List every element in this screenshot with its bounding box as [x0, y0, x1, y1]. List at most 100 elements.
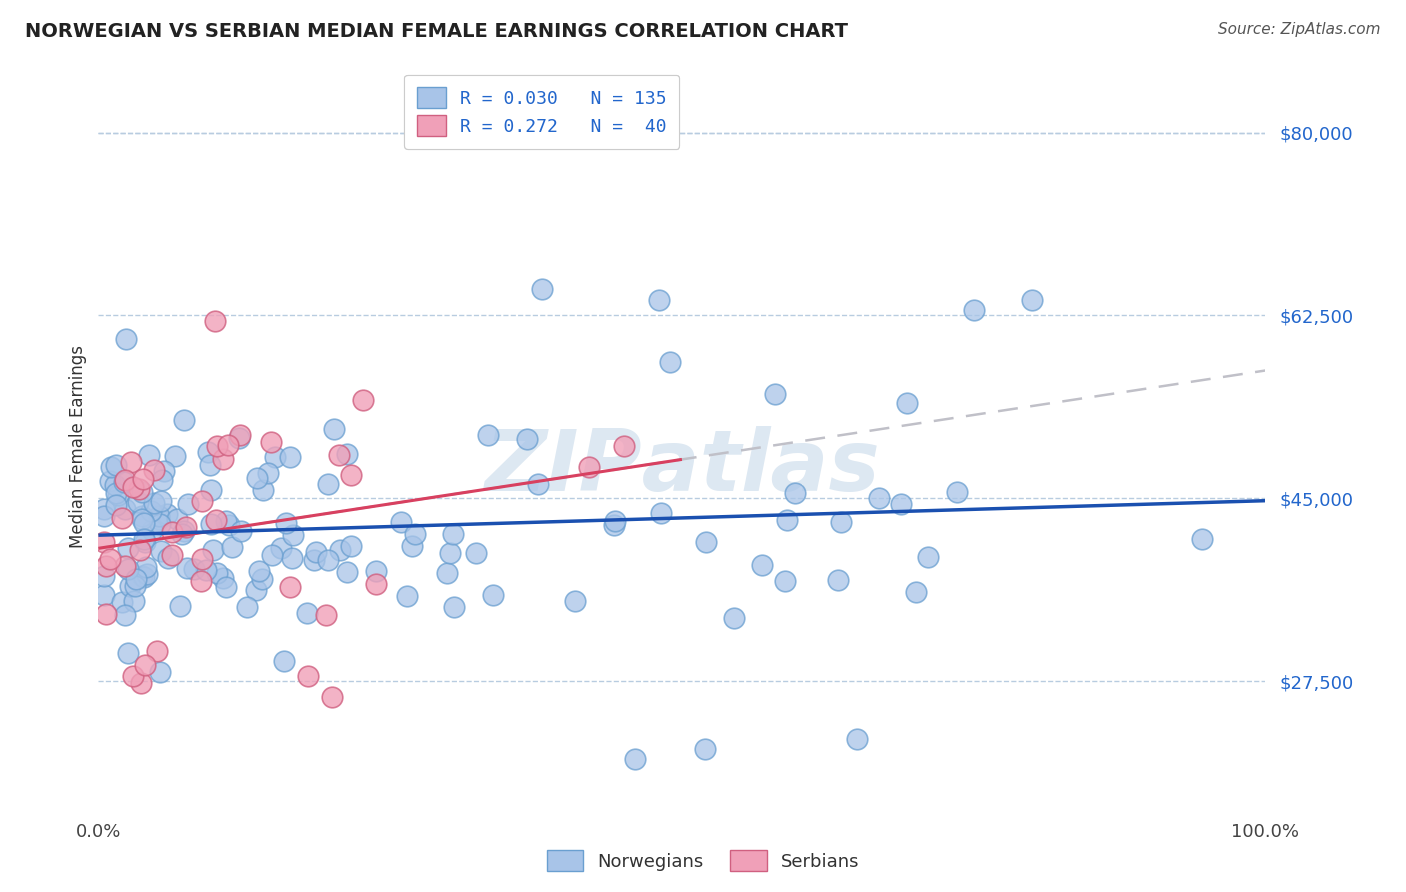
- Point: [93, 588, 115, 602]
- Point: [173, 413, 195, 427]
- Point: [846, 731, 869, 746]
- Point: [364, 564, 387, 578]
- Point: [443, 599, 465, 614]
- Point: [962, 303, 984, 318]
- Point: [316, 477, 339, 491]
- Point: [105, 458, 128, 472]
- Point: [236, 600, 259, 615]
- Point: [194, 563, 217, 577]
- Point: [117, 541, 139, 556]
- Point: [389, 515, 412, 529]
- Point: [262, 548, 284, 562]
- Point: [118, 579, 141, 593]
- Point: [257, 467, 280, 481]
- Point: [946, 484, 969, 499]
- Point: [132, 570, 155, 584]
- Point: [229, 524, 252, 539]
- Point: [152, 464, 174, 478]
- Point: [477, 427, 499, 442]
- Point: [659, 355, 682, 369]
- Point: [128, 482, 150, 496]
- Point: [273, 654, 295, 668]
- Point: [176, 561, 198, 575]
- Point: [316, 553, 339, 567]
- Point: [143, 463, 166, 477]
- Point: [295, 606, 318, 620]
- Point: [775, 574, 797, 588]
- Point: [869, 491, 891, 506]
- Point: [302, 553, 325, 567]
- Point: [695, 742, 717, 756]
- Legend: R = 0.030   N = 135, R = 0.272   N =  40: R = 0.030 N = 135, R = 0.272 N = 40: [405, 75, 679, 149]
- Point: [890, 497, 912, 511]
- Point: [603, 517, 626, 532]
- Point: [315, 607, 337, 622]
- Point: [143, 495, 166, 509]
- Point: [1191, 532, 1213, 546]
- Point: [401, 539, 423, 553]
- Point: [245, 583, 267, 598]
- Point: [516, 433, 538, 447]
- Point: [270, 541, 292, 556]
- Point: [191, 493, 214, 508]
- Point: [247, 564, 270, 578]
- Point: [98, 551, 121, 566]
- Point: [564, 594, 586, 608]
- Point: [132, 532, 155, 546]
- Point: [201, 543, 224, 558]
- Point: [827, 573, 849, 587]
- Point: [114, 473, 136, 487]
- Point: [104, 478, 127, 492]
- Point: [124, 579, 146, 593]
- Point: [263, 450, 285, 464]
- Point: [530, 282, 553, 296]
- Point: [260, 435, 283, 450]
- Point: [149, 665, 172, 680]
- Point: [278, 450, 301, 465]
- Point: [603, 514, 626, 528]
- Point: [917, 549, 939, 564]
- Point: [482, 588, 505, 602]
- Point: [183, 562, 205, 576]
- Point: [105, 498, 128, 512]
- Point: [335, 447, 357, 461]
- Point: [177, 497, 200, 511]
- Point: [134, 535, 156, 549]
- Point: [526, 476, 548, 491]
- Point: [111, 510, 134, 524]
- Point: [395, 589, 418, 603]
- Point: [650, 506, 672, 520]
- Point: [93, 501, 115, 516]
- Point: [228, 431, 250, 445]
- Point: [297, 669, 319, 683]
- Point: [340, 539, 363, 553]
- Point: [174, 520, 197, 534]
- Point: [110, 595, 132, 609]
- Point: [131, 569, 153, 583]
- Point: [169, 599, 191, 613]
- Point: [465, 546, 488, 560]
- Point: [149, 517, 172, 532]
- Point: [131, 484, 153, 499]
- Point: [166, 512, 188, 526]
- Point: [695, 535, 717, 549]
- Point: [336, 566, 359, 580]
- Point: [141, 503, 163, 517]
- Point: [150, 473, 173, 487]
- Point: [156, 551, 179, 566]
- Point: [211, 570, 233, 584]
- Point: [162, 524, 184, 539]
- Text: Source: ZipAtlas.com: Source: ZipAtlas.com: [1218, 22, 1381, 37]
- Point: [163, 449, 186, 463]
- Point: [170, 527, 193, 541]
- Point: [321, 690, 343, 704]
- Point: [98, 474, 121, 488]
- Point: [117, 562, 139, 576]
- Point: [215, 514, 238, 528]
- Point: [340, 467, 363, 482]
- Point: [250, 572, 273, 586]
- Point: [904, 585, 927, 599]
- Point: [141, 523, 163, 537]
- Point: [131, 675, 153, 690]
- Point: [205, 513, 228, 527]
